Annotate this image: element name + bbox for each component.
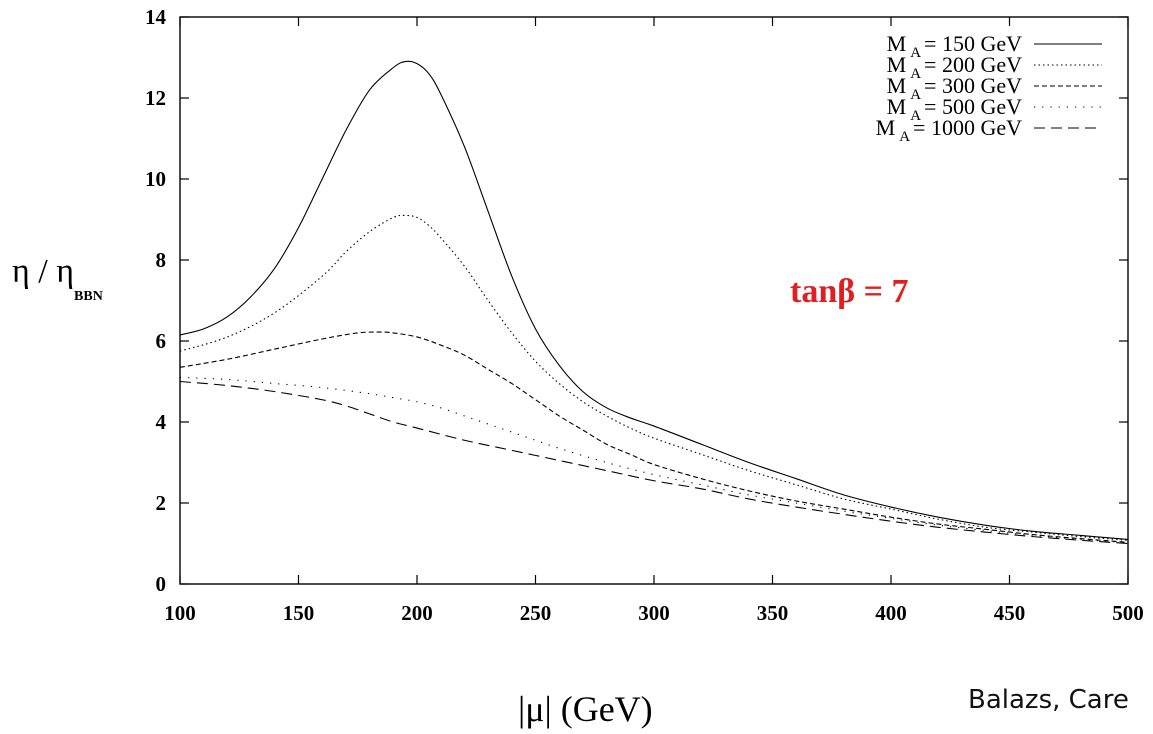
x-axis-label: |μ| (GeV): [518, 689, 653, 729]
legend-label-m: M: [887, 31, 907, 56]
credit-text: Balazs, Care: [968, 685, 1129, 715]
x-tick-label: 200: [401, 601, 433, 625]
tan-beta-annotation: tanβ = 7: [790, 273, 909, 310]
legend-label-rest: = 200 GeV: [924, 52, 1022, 77]
x-tick-label: 250: [520, 601, 552, 625]
axis-ticks: 100 150 200 250 300 350 400 450 500 0 2 4 6 8 10 12 14: [145, 5, 1144, 625]
y-tick-label: 4: [156, 410, 167, 434]
legend-label-rest: = 300 GeV: [924, 73, 1022, 98]
y-tick-label: 6: [156, 329, 167, 353]
y-axis-label: η / ηBBN: [12, 253, 103, 304]
legend-label-sub: A: [899, 129, 910, 145]
series-line: [179, 60, 1129, 540]
legend-label: M A = 300 GeV: [887, 73, 1022, 103]
x-tick-label: 300: [638, 601, 670, 625]
x-tick-label: 350: [757, 601, 789, 625]
legend-label-m: M: [887, 94, 907, 119]
x-tick-label: 100: [164, 601, 196, 625]
y-tick-label: 8: [156, 248, 167, 272]
legend-label-sub: A: [910, 66, 921, 82]
legend-label-m: M: [887, 73, 907, 98]
legend-label-sub: A: [910, 108, 921, 124]
x-tick-label: 150: [283, 601, 315, 625]
curves: [179, 60, 1129, 545]
legend-label-sub: A: [910, 87, 921, 103]
legend-label: M A = 150 GeV: [887, 31, 1022, 61]
legend-label-rest: = 150 GeV: [924, 31, 1022, 56]
legend-label-m: M: [876, 115, 896, 140]
x-tick-label: 450: [994, 601, 1026, 625]
legend-label: M A = 1000 GeV: [876, 115, 1022, 145]
y-tick-label: 10: [145, 167, 166, 191]
series-line: [179, 331, 1129, 543]
y-axis-label-sub: BBN: [74, 289, 103, 304]
legend-label-rest: = 500 GeV: [924, 94, 1022, 119]
y-tick-label: 0: [156, 572, 167, 596]
legend-label-rest: = 1000 GeV: [913, 115, 1022, 140]
series-line: [179, 214, 1129, 541]
series-line: [179, 380, 1129, 545]
legend-label: M A = 500 GeV: [887, 94, 1022, 124]
y-tick-label: 14: [145, 5, 167, 29]
series-line: [179, 376, 1129, 544]
y-tick-label: 2: [156, 491, 167, 515]
x-tick-label: 500: [1112, 601, 1144, 625]
legend-label-sub: A: [910, 45, 921, 61]
y-axis-label-main: η / η: [12, 253, 74, 290]
legend-label: M A = 200 GeV: [887, 52, 1022, 82]
legend-label-m: M: [887, 52, 907, 77]
y-tick-label: 12: [145, 86, 166, 110]
x-tick-label: 400: [875, 601, 907, 625]
